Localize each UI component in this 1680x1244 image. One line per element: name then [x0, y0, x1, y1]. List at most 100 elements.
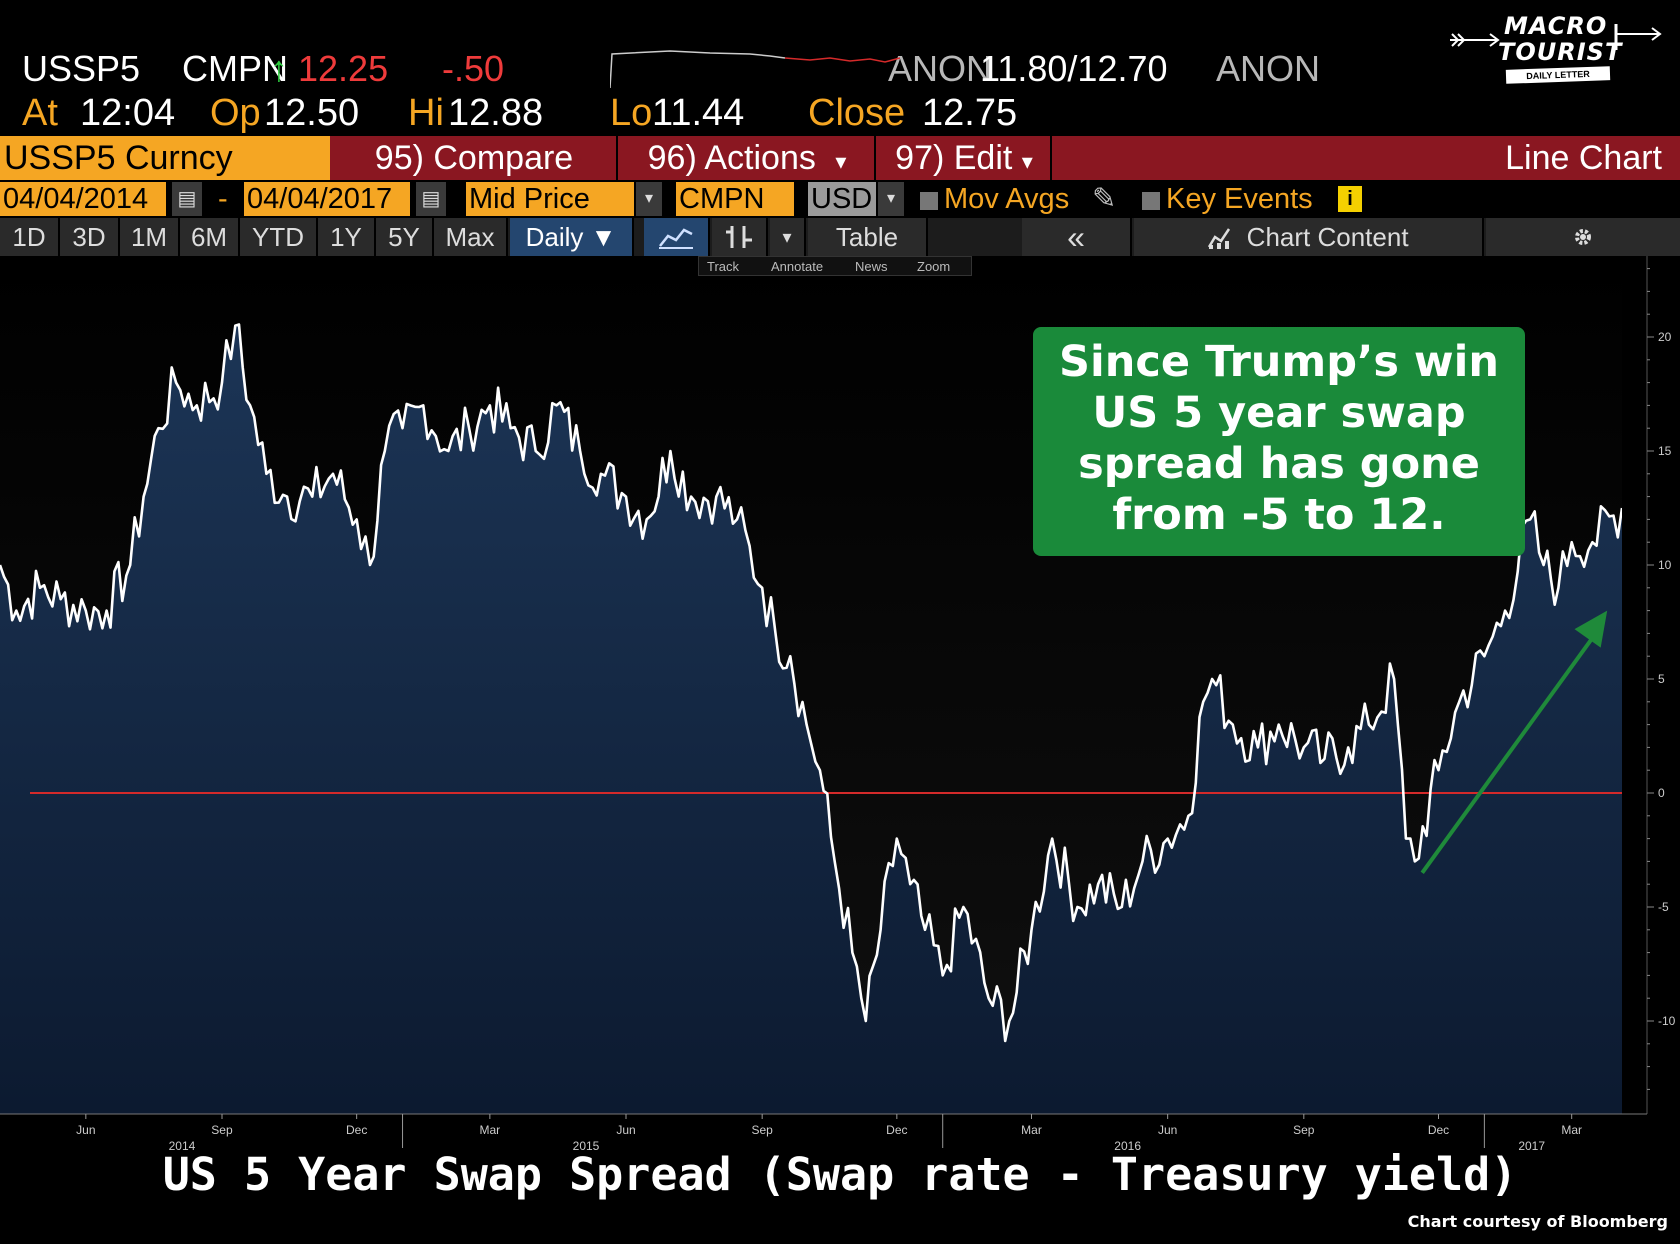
- y-tick-label: -10: [1658, 1014, 1676, 1028]
- quote-header: USSP5 CMPN ↑ 12.25 -.50 ANON 11.80/12.70…: [0, 0, 1680, 136]
- settings-toolbar: 04/04/2014 ▤ - 04/04/2017 ▤ Mid Price ▾ …: [0, 180, 1680, 218]
- price-type-select[interactable]: Mid Price: [466, 182, 634, 216]
- logo-daily-letter: DAILY LETTER: [1505, 66, 1611, 84]
- end-calendar-icon[interactable]: ▤: [416, 182, 446, 216]
- up-arrow-icon: ↑: [270, 48, 288, 89]
- high-label: Hi: [408, 92, 444, 134]
- x-tick-label: Dec: [886, 1123, 907, 1137]
- key-events-checkbox[interactable]: [1142, 192, 1160, 210]
- macro-tourist-logo: MACRO TOURIST DAILY LETTER: [1450, 8, 1670, 86]
- close-label: Close: [808, 92, 906, 134]
- x-year-label: 2014: [169, 1139, 196, 1153]
- range-3d[interactable]: 3D: [60, 218, 120, 256]
- frequency-select[interactable]: Daily ▼: [510, 218, 634, 256]
- annotate-tool[interactable]: Annotate: [771, 259, 824, 274]
- x-tick-label: Jun: [616, 1123, 635, 1137]
- callout-line-2: US 5 year swap: [1092, 388, 1466, 438]
- net-change: -.50: [442, 48, 505, 89]
- x-tick-label: Mar: [480, 1123, 501, 1137]
- y-tick-label: 0: [1658, 786, 1665, 800]
- series-line: [0, 323, 1624, 1043]
- edit-menu[interactable]: 97) Edit ▾: [878, 136, 1052, 180]
- x-tick-label: Jun: [76, 1123, 95, 1137]
- start-calendar-icon[interactable]: ▤: [172, 182, 202, 216]
- y-tick-label: 15: [1658, 444, 1672, 458]
- close-value: 12.75: [922, 92, 1018, 134]
- actions-menu[interactable]: 96) Actions ▾: [620, 136, 876, 180]
- date-separator: -: [218, 183, 228, 215]
- x-tick-label: Mar: [1561, 1123, 1582, 1137]
- chart-tools-bar: Track Annotate News Zoom: [698, 256, 972, 276]
- bid-source: ANON: [888, 48, 993, 89]
- function-toolbar: USSP5 Curncy 95) Compare 96) Actions ▾ 9…: [0, 136, 1680, 180]
- chart-content-button[interactable]: Chart Content: [1134, 218, 1484, 256]
- ask-source: ANON: [1216, 48, 1321, 89]
- currency-dropdown-icon[interactable]: ▾: [878, 182, 904, 216]
- range-max[interactable]: Max: [434, 218, 508, 256]
- track-tool[interactable]: Track: [707, 259, 740, 274]
- zoom-tool[interactable]: Zoom: [917, 259, 951, 274]
- x-tick-label: Jun: [1158, 1123, 1177, 1137]
- at-label: At: [22, 92, 58, 134]
- logo-macro: MACRO: [1504, 12, 1608, 40]
- x-year-label: 2017: [1518, 1139, 1545, 1153]
- x-tick-label: Dec: [346, 1123, 367, 1137]
- ticker: USSP5: [22, 48, 141, 89]
- chart-type-label: Line Chart: [1505, 139, 1662, 177]
- intraday-sparkline: [610, 50, 900, 89]
- callout-line-4: from -5 to 12.: [1112, 490, 1446, 540]
- x-tick-label: Dec: [1428, 1123, 1449, 1137]
- bar-chart-icon[interactable]: [712, 218, 768, 256]
- at-value: 12:04: [80, 92, 176, 134]
- currency-field[interactable]: USD: [808, 182, 876, 216]
- info-icon[interactable]: i: [1338, 186, 1362, 212]
- x-tick-label: Sep: [211, 1123, 233, 1137]
- range-6m[interactable]: 6M: [180, 218, 240, 256]
- x-tick-label: Sep: [1293, 1123, 1315, 1137]
- logo-flag-arrow-icon: [1614, 24, 1662, 50]
- x-axis-panel: [0, 1114, 1680, 1158]
- settings-gear-icon[interactable]: [1486, 218, 1680, 256]
- x-year-label: 2015: [573, 1139, 600, 1153]
- x-tick-label: Mar: [1021, 1123, 1042, 1137]
- mov-avgs-toggle[interactable]: Mov Avgs: [920, 182, 1069, 216]
- compare-button[interactable]: 95) Compare: [332, 136, 618, 180]
- y-tick-label: -5: [1658, 900, 1669, 914]
- collapse-icon[interactable]: «: [1022, 218, 1132, 256]
- chart-content-label: Chart Content: [1246, 222, 1409, 252]
- range-1d[interactable]: 1D: [0, 218, 60, 256]
- price-type-dropdown-icon[interactable]: ▾: [636, 182, 662, 216]
- chart-content-icon: [1208, 228, 1231, 249]
- logo-tourist: TOURIST: [1498, 38, 1623, 66]
- security-field[interactable]: USSP5 Curncy: [0, 136, 330, 180]
- y-axis-panel: [1622, 256, 1680, 1114]
- annotation-callout: Since Trump’s win US 5 year swap spread …: [1033, 327, 1525, 556]
- x-tick-label: Sep: [751, 1123, 773, 1137]
- low-value: 11.44: [652, 92, 745, 134]
- annotation-arrow-shaft: [1420, 627, 1601, 874]
- edit-label: 97) Edit: [895, 139, 1013, 177]
- pencil-icon[interactable]: ✎: [1092, 183, 1117, 215]
- annotation-arrow-head: [1574, 610, 1608, 648]
- table-button[interactable]: Table: [808, 218, 928, 256]
- logo-arrow-left-icon: [1450, 33, 1500, 47]
- range-5y[interactable]: 5Y: [376, 218, 434, 256]
- source-field[interactable]: CMPN: [676, 182, 794, 216]
- end-date-field[interactable]: 04/04/2017: [244, 182, 410, 216]
- edit-caret-icon: ▾: [1021, 149, 1033, 174]
- range-ytd[interactable]: YTD: [240, 218, 318, 256]
- line-chart-icon[interactable]: [644, 218, 710, 256]
- news-tool[interactable]: News: [855, 259, 888, 274]
- mov-avgs-checkbox[interactable]: [920, 192, 938, 210]
- key-events-toggle[interactable]: Key Events: [1142, 182, 1313, 216]
- last-price: 12.25: [298, 48, 389, 89]
- range-1m[interactable]: 1M: [120, 218, 180, 256]
- range-1y[interactable]: 1Y: [318, 218, 376, 256]
- open-label: Op: [210, 92, 261, 134]
- open-value: 12.50: [264, 92, 360, 134]
- key-events-label: Key Events: [1166, 183, 1313, 215]
- chart-style-dropdown-icon[interactable]: ▾: [770, 218, 806, 256]
- high-value: 12.88: [448, 92, 544, 134]
- start-date-field[interactable]: 04/04/2014: [0, 182, 166, 216]
